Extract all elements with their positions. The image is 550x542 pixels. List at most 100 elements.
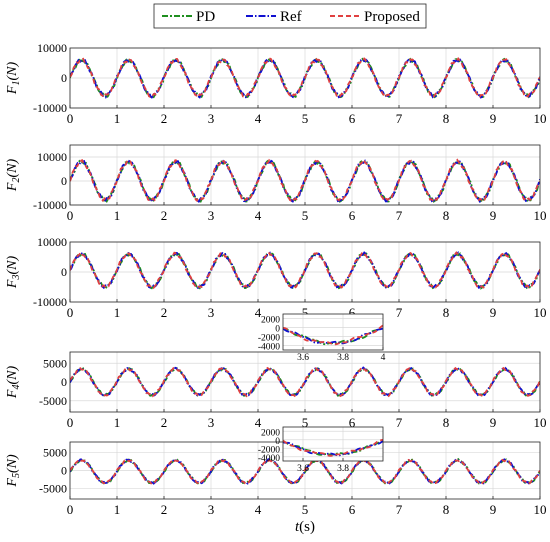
x-tick-label: 1 <box>114 415 121 430</box>
y-tick-label: -10000 <box>33 198 67 212</box>
x-tick-label: 4 <box>255 415 262 430</box>
x-tick-label: 1 <box>114 305 121 320</box>
y-axis-label: F4(N) <box>5 366 22 400</box>
x-tick-label: 5 <box>302 111 309 126</box>
y-tick-label: -5000 <box>39 481 67 495</box>
x-tick-label: 6 <box>349 415 356 430</box>
y-tick-label: -4000 <box>258 454 280 464</box>
y-axis-label: F3(N) <box>5 256 22 290</box>
legend: PD Ref Proposed <box>153 3 427 29</box>
y-axis-label: F1(N) <box>5 62 22 96</box>
axes-frame <box>282 313 384 351</box>
legend-label-ref: Ref <box>280 9 302 25</box>
x-tick-label: 0 <box>67 305 74 320</box>
legend-box <box>153 3 427 29</box>
x-tick-label: 7 <box>396 415 403 430</box>
series-line-proposed <box>70 56 540 99</box>
y-tick-label: 5000 <box>43 356 67 370</box>
y-tick-label: -2000 <box>258 334 280 344</box>
axes-frame <box>282 426 384 462</box>
x-tick-label: 1 <box>114 208 121 223</box>
x-tick-label: 3.8 <box>337 353 349 363</box>
x-tick-label: 6 <box>349 305 356 320</box>
y-tick-label: -10000 <box>33 295 67 309</box>
x-tick-label: 2 <box>161 415 168 430</box>
series-line-proposed <box>70 158 540 203</box>
x-tick-label: 1 <box>114 111 121 126</box>
x-tick-label: 3 <box>208 415 215 430</box>
y-tick-label: 0 <box>61 375 67 389</box>
x-tick-label: 9 <box>490 208 497 223</box>
y-tick-label: 5000 <box>43 446 67 460</box>
x-tick-label: 5 <box>302 208 309 223</box>
x-tick-label: 0 <box>67 208 74 223</box>
x-tick-label: 4 <box>255 305 262 320</box>
x-tick-label: 6 <box>349 111 356 126</box>
x-tick-label: 0 <box>67 502 74 517</box>
y-axis-label: F5(N) <box>5 454 22 488</box>
y-tick-label: -5000 <box>39 394 67 408</box>
y-tick-label: 0 <box>61 265 67 279</box>
x-tick-label: 4 <box>255 208 262 223</box>
y-tick-label: 10000 <box>37 150 67 164</box>
legend-label-proposed: Proposed <box>364 9 420 25</box>
x-tick-label: 3 <box>208 305 215 320</box>
x-tick-label: 10 <box>534 111 547 126</box>
y-tick-label: 0 <box>275 437 280 447</box>
series-line-proposed <box>70 458 540 486</box>
plot-area <box>283 314 383 350</box>
x-tick-label: 5 <box>302 305 309 320</box>
y-tick-label: 0 <box>61 464 67 478</box>
x-tick-label: 10 <box>534 415 547 430</box>
series-line-pd <box>283 326 383 346</box>
x-tick-label: 5 <box>302 502 309 517</box>
x-tick-label: 7 <box>396 305 403 320</box>
y-tick-label: 0 <box>61 174 67 188</box>
x-tick-label: 8 <box>443 415 450 430</box>
y-tick-label: -10000 <box>33 101 67 115</box>
y-tick-label: -4000 <box>258 343 280 353</box>
x-tick-label: 4 <box>255 502 262 517</box>
x-tick-label: 2 <box>161 502 168 517</box>
series-line-proposed <box>283 438 383 457</box>
y-tick-label: 10000 <box>37 235 67 249</box>
x-tick-label: 3 <box>208 111 215 126</box>
series-line-proposed <box>70 366 540 398</box>
y-tick-label: 10000 <box>37 41 67 55</box>
x-tick-label: 10 <box>534 502 547 517</box>
x-tick-label: 7 <box>396 502 403 517</box>
x-tick-label: 1 <box>114 502 121 517</box>
x-tick-label: 10 <box>534 208 547 223</box>
series-line-ref <box>70 366 540 397</box>
x-tick-label: 9 <box>490 502 497 517</box>
x-tick-label: 8 <box>443 208 450 223</box>
x-tick-label: 2 <box>161 208 168 223</box>
x-tick-label: 8 <box>443 502 450 517</box>
x-tick-label: 9 <box>490 415 497 430</box>
x-tick-label: 10 <box>534 305 547 320</box>
x-tick-label: 2 <box>161 111 168 126</box>
y-tick-label: 0 <box>275 325 280 335</box>
x-tick-label: 9 <box>490 305 497 320</box>
x-tick-label: 3 <box>208 208 215 223</box>
x-tick-label: 4 <box>381 353 386 363</box>
x-tick-label: 7 <box>396 208 403 223</box>
legend-label-pd: PD <box>196 9 215 25</box>
x-tick-label: 4 <box>255 111 262 126</box>
x-tick-label: 3.6 <box>297 353 309 363</box>
y-tick-label: 0 <box>61 71 67 85</box>
x-tick-label: 5 <box>302 415 309 430</box>
x-tick-label: 6 <box>349 208 356 223</box>
x-tick-label: 7 <box>396 111 403 126</box>
series-line-proposed <box>283 324 383 346</box>
x-tick-label: 0 <box>67 111 74 126</box>
plot-area <box>283 427 383 461</box>
x-tick-label: 3 <box>208 502 215 517</box>
